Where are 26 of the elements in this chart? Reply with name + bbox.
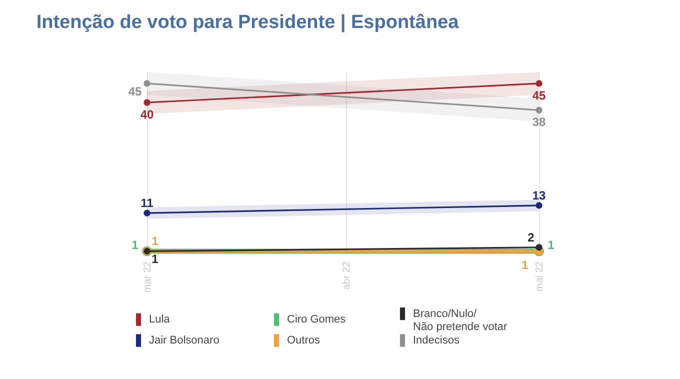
data-label: 1 xyxy=(152,252,159,266)
legend-label: Lula xyxy=(149,314,171,326)
data-label: 45 xyxy=(128,84,142,98)
data-label: 1 xyxy=(548,238,555,252)
chart-title: Intenção de voto para Presidente | Espontânea xyxy=(36,12,460,33)
legend-label: Jair Bolsonaro xyxy=(149,334,220,346)
data-label: 1 xyxy=(522,258,529,272)
point xyxy=(536,202,542,209)
data-label: 38 xyxy=(532,115,546,130)
point xyxy=(144,80,150,87)
data-label: 2 xyxy=(528,230,535,244)
data-label: 40 xyxy=(140,108,154,122)
point xyxy=(144,99,150,106)
data-label: 1 xyxy=(152,234,159,248)
data-label: 11 xyxy=(140,196,154,210)
data-label: 1 xyxy=(132,238,139,252)
legend-label: Indecisos xyxy=(413,334,460,346)
point xyxy=(536,244,542,251)
data-label: 13 xyxy=(532,188,546,202)
point xyxy=(536,80,542,87)
legend-label: Outros xyxy=(287,334,321,346)
point xyxy=(536,106,542,114)
legend-label: Branco/Nulo/ Não pretende votar xyxy=(413,308,508,333)
legend-label: Ciro Gomes xyxy=(287,314,346,326)
data-label: 45 xyxy=(532,88,546,102)
point xyxy=(144,210,150,216)
